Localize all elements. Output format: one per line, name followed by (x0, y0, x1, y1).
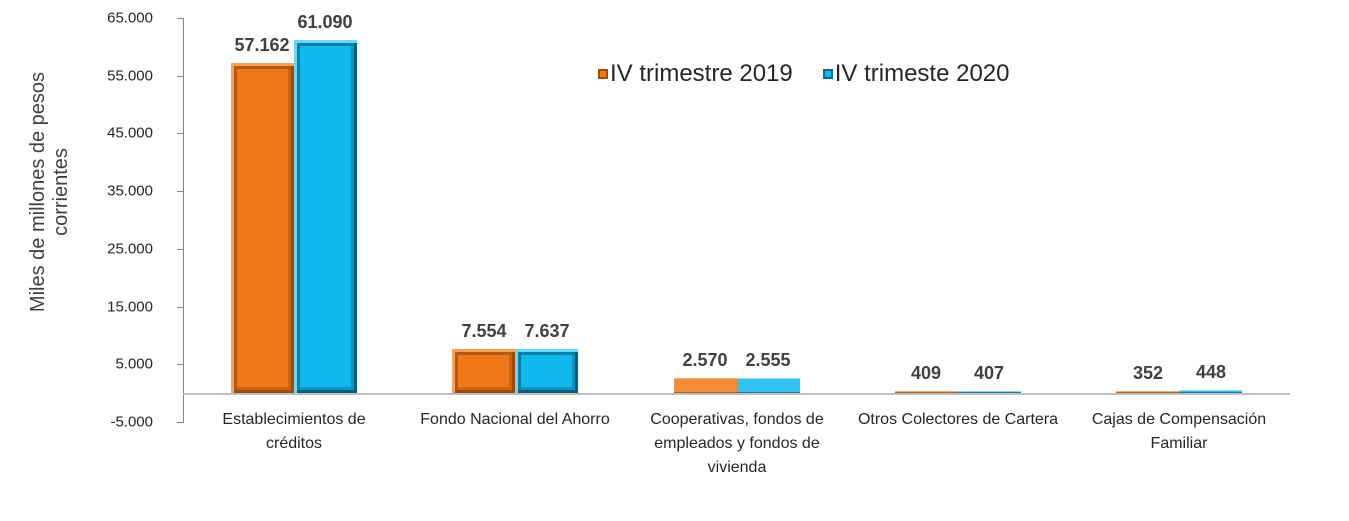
bar-2019 (674, 378, 737, 393)
data-label: 409 (910, 363, 942, 383)
category-label-line: Otros Colectores de Cartera (857, 411, 1059, 428)
legend-item-2020: IV trimeste 2020 (822, 60, 1010, 88)
y-tick-label: -5.000 (110, 413, 153, 431)
bar-2020 (737, 378, 800, 393)
bar-2020 (294, 40, 357, 393)
category-label-line: Cajas de Compensación (1091, 411, 1267, 428)
y-tick-label: 35.000 (107, 182, 153, 200)
data-label: 61.090 (297, 12, 353, 32)
bar-2020 (1179, 390, 1242, 393)
y-tick-label: 55.000 (107, 67, 153, 85)
category-label-line: créditos (265, 435, 323, 452)
y-tick-label: 5.000 (115, 355, 153, 373)
y-tick-label: 45.000 (107, 124, 153, 142)
legend-item-2019: IV trimestre 2019 (598, 60, 793, 88)
bar-2019 (895, 391, 958, 393)
y-tick (177, 422, 183, 423)
data-label: 2.555 (745, 350, 791, 370)
y-axis-line (183, 18, 184, 423)
y-tick (177, 249, 183, 250)
y-tick-label: 65.000 (107, 9, 153, 27)
category-label: Establecimientos de créditos (189, 408, 399, 456)
legend: IV trimestre 2019 IV trimeste 2020 (598, 58, 1040, 90)
category-label-line: empleados y fondos de (654, 435, 820, 452)
y-tick (177, 18, 183, 19)
bar-2020 (515, 349, 578, 393)
legend-swatch-2019-icon (598, 69, 608, 79)
category-label-line: vivienda (707, 459, 767, 476)
data-label: 352 (1132, 363, 1164, 383)
data-label: 7.637 (524, 321, 570, 341)
category-label-line: Familiar (1150, 435, 1208, 452)
data-label: 2.570 (682, 350, 728, 370)
legend-swatch-2020-icon (822, 69, 833, 79)
category-label: Otros Colectores de Cartera (853, 408, 1063, 432)
data-label: 407 (973, 363, 1005, 383)
data-label: 57.162 (234, 35, 290, 55)
y-tick (177, 76, 183, 77)
category-label-line: Cooperativas, fondos de (650, 411, 824, 428)
x-axis-baseline (183, 393, 1290, 395)
category-label: Cajas de Compensación Familiar (1074, 408, 1284, 456)
category-label: Fondo Nacional del Ahorro (410, 408, 620, 432)
data-label: 7.554 (461, 321, 507, 341)
legend-label-2020: IV trimeste 2020 (834, 60, 1010, 87)
y-tick (177, 307, 183, 308)
y-axis-title-line-2: corrientes (50, 148, 72, 236)
bar-2019 (452, 349, 515, 393)
y-tick (177, 364, 183, 365)
category-label-line: Fondo Nacional del Ahorro (420, 411, 610, 428)
data-label: 448 (1195, 362, 1227, 382)
category-label-line: Establecimientos de (222, 411, 366, 428)
y-tick (177, 191, 183, 192)
y-tick-label: 15.000 (107, 298, 153, 316)
bar-2020 (958, 391, 1021, 393)
category-label: Cooperativas, fondos de empleados y fondo… (632, 408, 842, 480)
legend-label-2019: IV trimestre 2019 (610, 60, 793, 87)
y-axis-title: Miles de millones de pesos corrientes (27, 32, 73, 352)
y-axis-title-line-1: Miles de millones de pesos (27, 71, 49, 313)
y-tick (177, 133, 183, 134)
y-tick-label: 25.000 (107, 240, 153, 258)
bar-2019 (231, 63, 294, 393)
bar-2019 (1116, 391, 1179, 393)
